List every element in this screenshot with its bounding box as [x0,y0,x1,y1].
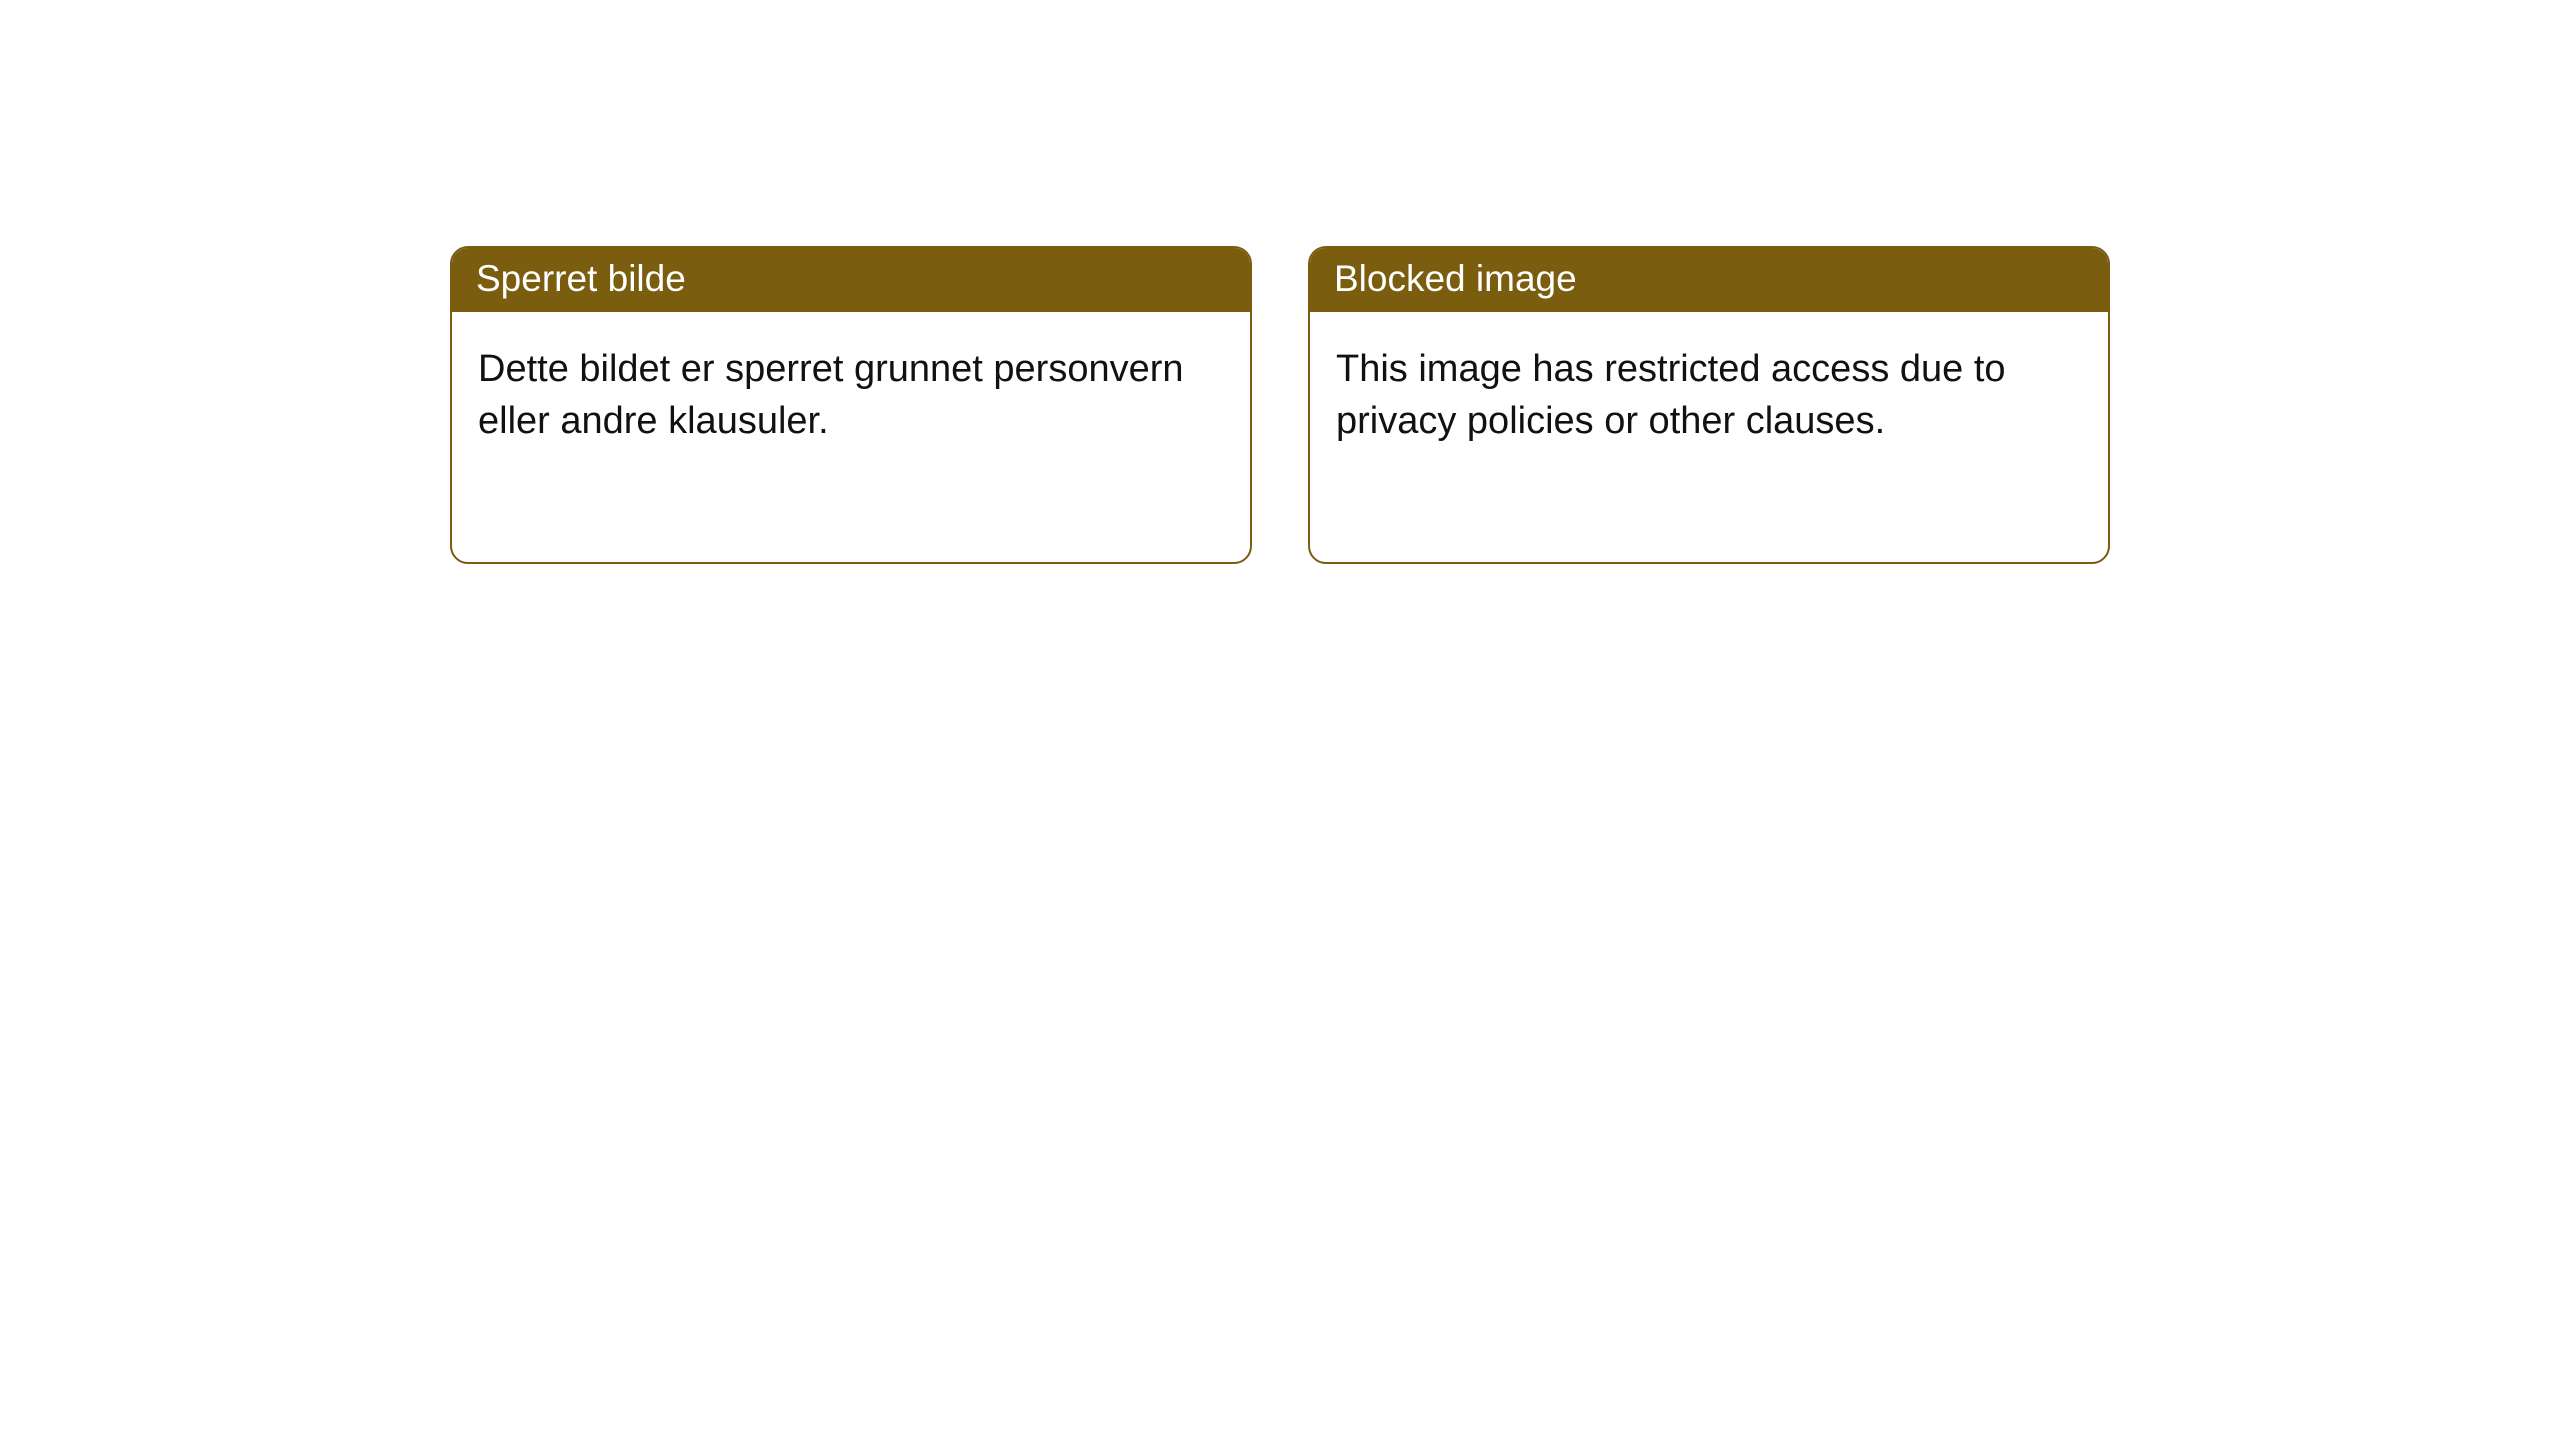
notice-title-english: Blocked image [1310,248,2108,312]
notice-body-english: This image has restricted access due to … [1310,312,2108,562]
notice-title-norwegian: Sperret bilde [452,248,1250,312]
notice-container: Sperret bilde Dette bildet er sperret gr… [450,246,2110,564]
notice-card-norwegian: Sperret bilde Dette bildet er sperret gr… [450,246,1252,564]
notice-body-norwegian: Dette bildet er sperret grunnet personve… [452,312,1250,562]
notice-card-english: Blocked image This image has restricted … [1308,246,2110,564]
